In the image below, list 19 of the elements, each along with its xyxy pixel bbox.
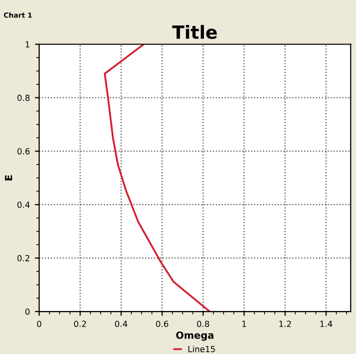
x-tick-label: 0.8	[197, 320, 210, 327]
x-tick-label: 0.2	[74, 320, 86, 327]
y-axis-title: E	[4, 175, 12, 180]
chart-title: Title	[172, 24, 217, 39]
x-tick-label: 0	[37, 320, 42, 327]
x-tick-label: 1	[242, 320, 246, 327]
x-tick-label: 1.4	[320, 320, 332, 327]
x-tick-label: 1.2	[279, 320, 291, 327]
x-axis-title: Omega	[176, 331, 214, 341]
x-tick-label: 0.4	[115, 320, 128, 327]
y-tick-label: 1	[26, 41, 30, 48]
y-tick-label: 0.8	[17, 94, 30, 101]
legend-label: Line15	[188, 346, 215, 352]
line-series	[104, 44, 211, 312]
y-tick-label: 0	[25, 308, 30, 315]
y-tick-label: 0.2	[17, 255, 30, 262]
y-tick-label: 0.4	[17, 202, 30, 208]
x-tick-label: 0.6	[156, 320, 168, 327]
y-tick-label: 0.6	[17, 148, 30, 154]
